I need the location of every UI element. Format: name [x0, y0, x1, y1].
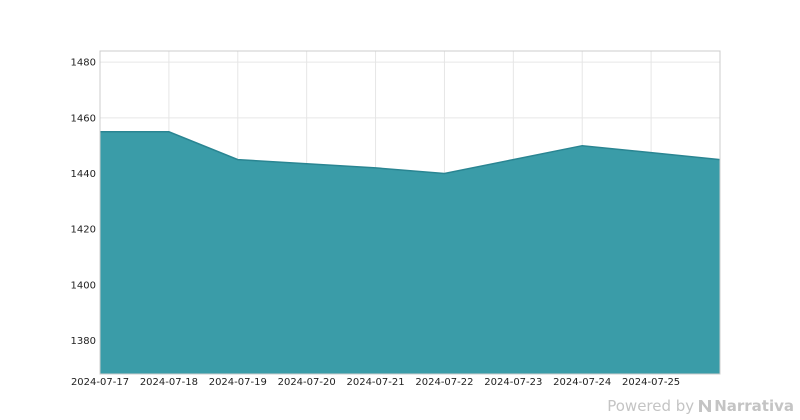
plot-frame: [99, 50, 721, 375]
x-tick-label: 2024-07-22: [415, 377, 473, 388]
x-axis: 2024-07-17 2024-07-18 2024-07-19 2024-07-20…: [71, 377, 680, 388]
brand-name: Narrativa: [698, 397, 794, 415]
brand-label: Narrativa: [714, 397, 794, 415]
y-tick-label: 1380: [71, 336, 96, 347]
series-area: [100, 131, 720, 374]
y-tick-label: 1460: [71, 113, 96, 124]
powered-by-text: Powered by: [607, 397, 695, 415]
y-tick-label: 1420: [71, 225, 96, 236]
x-tick-label: 2024-07-17: [71, 377, 129, 388]
x-tick-label: 2024-07-25: [622, 377, 680, 388]
narrativa-logo-icon: [699, 400, 712, 412]
x-tick-label: 2024-07-21: [346, 377, 404, 388]
chart-area-layer: [99, 131, 721, 374]
x-tick-label: 2024-07-24: [553, 377, 611, 388]
x-tick-label: 2024-07-23: [484, 377, 542, 388]
x-tick-label: 2024-07-19: [209, 377, 267, 388]
y-tick-label: 1400: [71, 280, 96, 291]
y-tick-label: 1440: [71, 169, 96, 180]
x-tick-label: 2024-07-20: [278, 377, 336, 388]
y-tick-label: 1480: [71, 58, 96, 69]
y-axis: 1380 1400 1420 1440 1460 1480: [71, 58, 96, 347]
powered-by-watermark: Powered by Narrativa: [607, 396, 794, 416]
x-tick-label: 2024-07-18: [140, 377, 198, 388]
series-line: [100, 131, 721, 175]
